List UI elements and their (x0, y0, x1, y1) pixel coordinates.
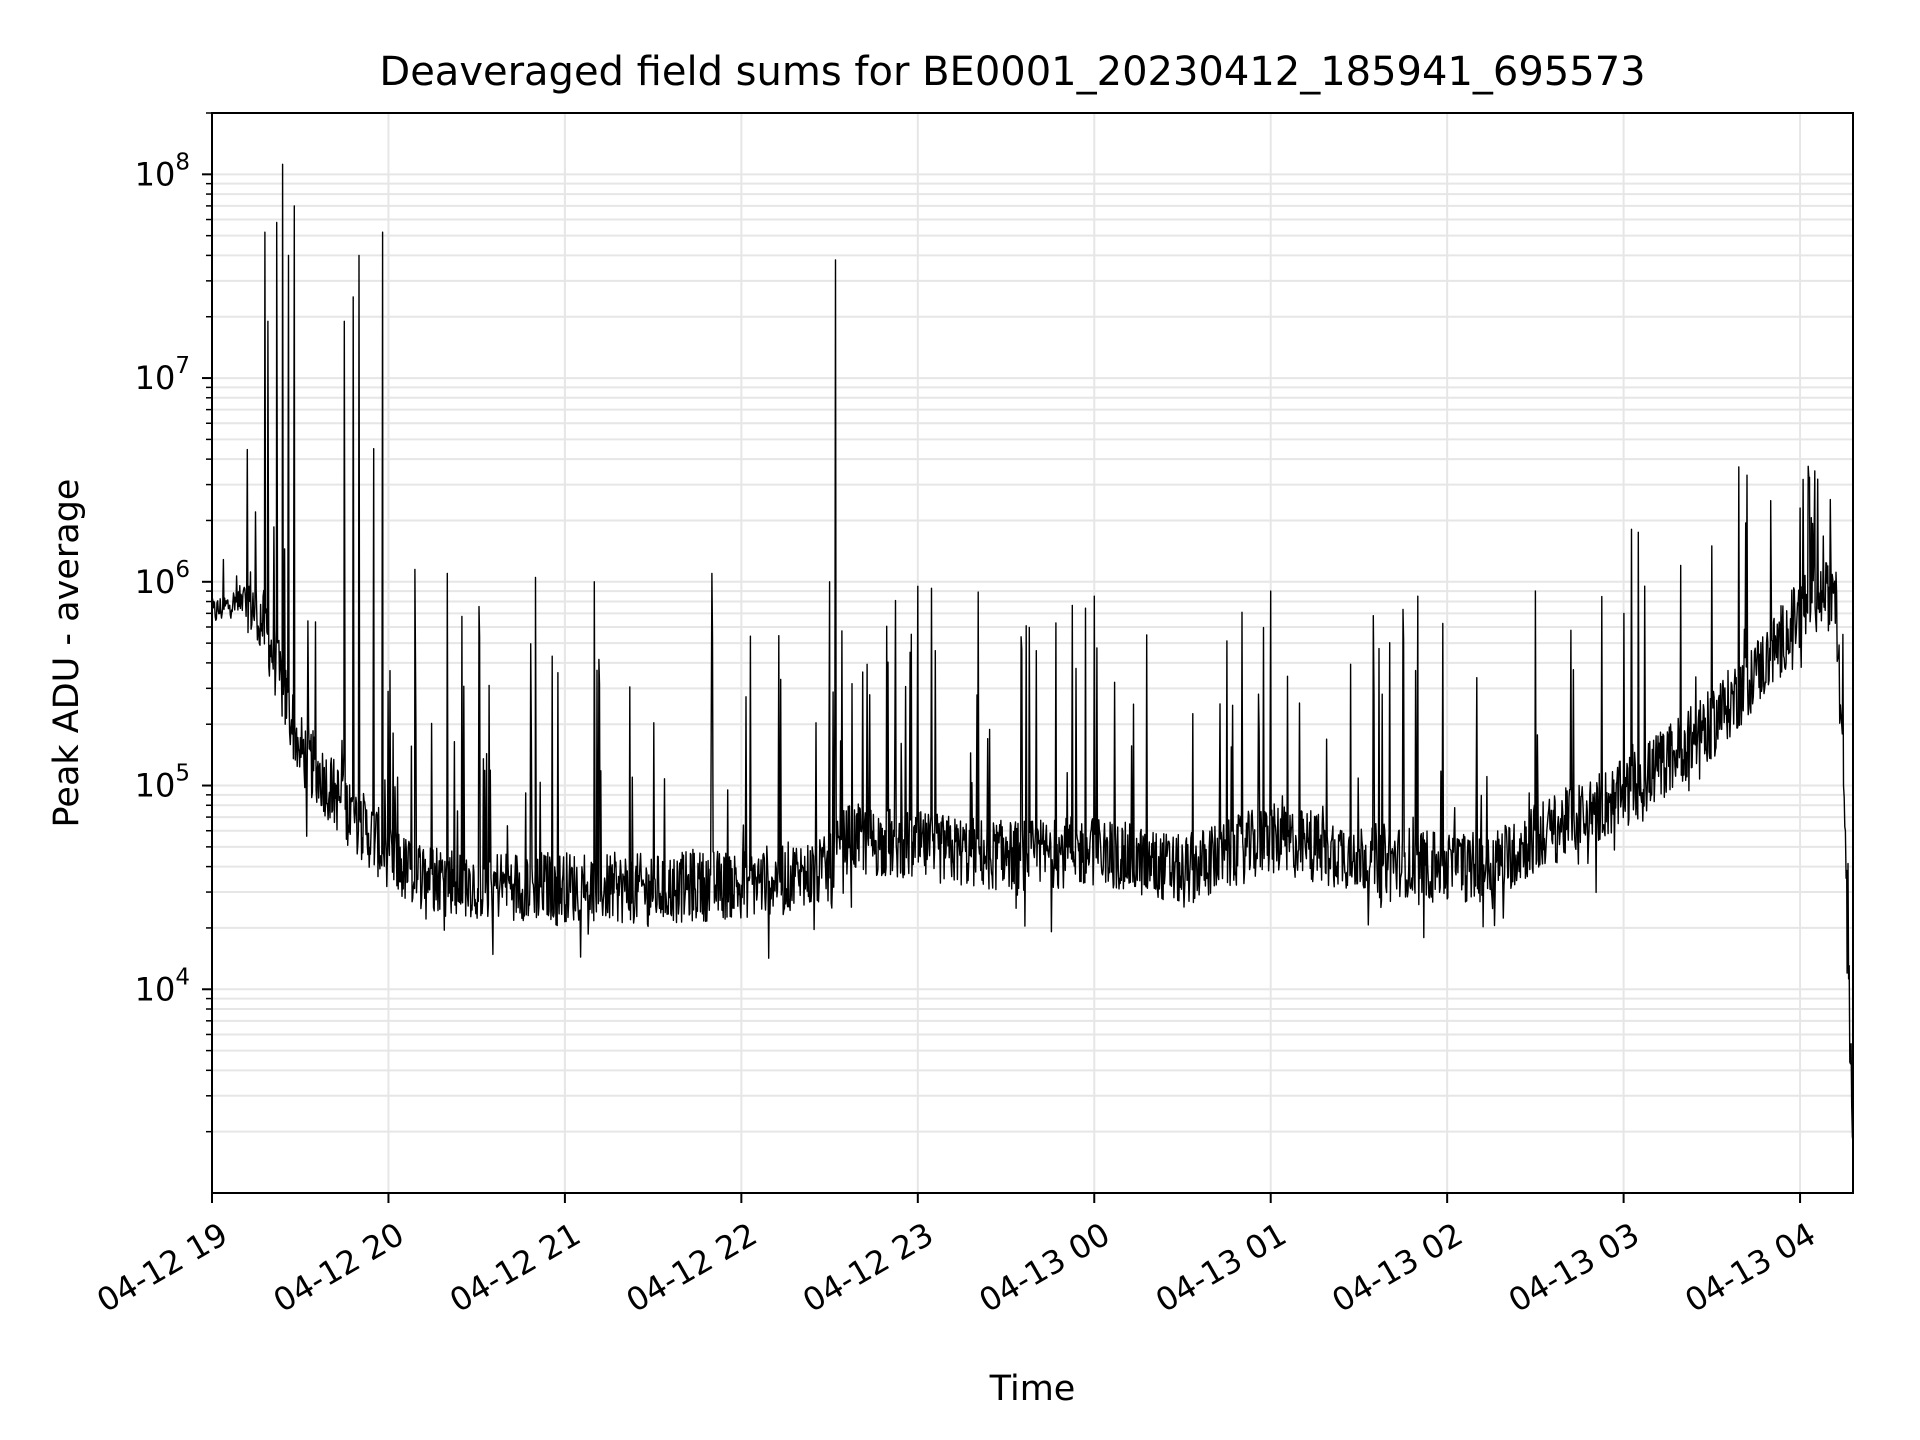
chart-title: Deaveraged field sums for BE0001_2023041… (379, 49, 1645, 95)
plot-frame (211, 112, 1854, 1194)
y-tick-exponent: 4 (175, 964, 190, 990)
y-tick-label: 107 (135, 353, 190, 397)
y-tick-label: 108 (135, 149, 190, 193)
y-tick-base: 10 (135, 563, 176, 601)
grid (211, 112, 1853, 1193)
y-axis-label: Peak ADU - average (47, 479, 87, 828)
x-axis-label: Time (989, 1369, 1076, 1409)
y-tick-base: 10 (135, 359, 176, 397)
y-tick-exponent: 8 (175, 149, 190, 175)
y-tick-exponent: 6 (175, 557, 190, 583)
y-tick-label: 105 (135, 761, 190, 805)
series-layer (211, 163, 1854, 1142)
y-tick-label: 106 (135, 557, 190, 601)
series-line (211, 163, 1854, 1142)
y-tick-label: 104 (135, 964, 190, 1008)
y-tick-base: 10 (135, 767, 176, 805)
y-tick-exponent: 7 (175, 353, 190, 379)
y-tick-base: 10 (135, 970, 176, 1008)
y-tick-exponent: 5 (175, 761, 190, 787)
y-tick-base: 10 (135, 155, 176, 193)
